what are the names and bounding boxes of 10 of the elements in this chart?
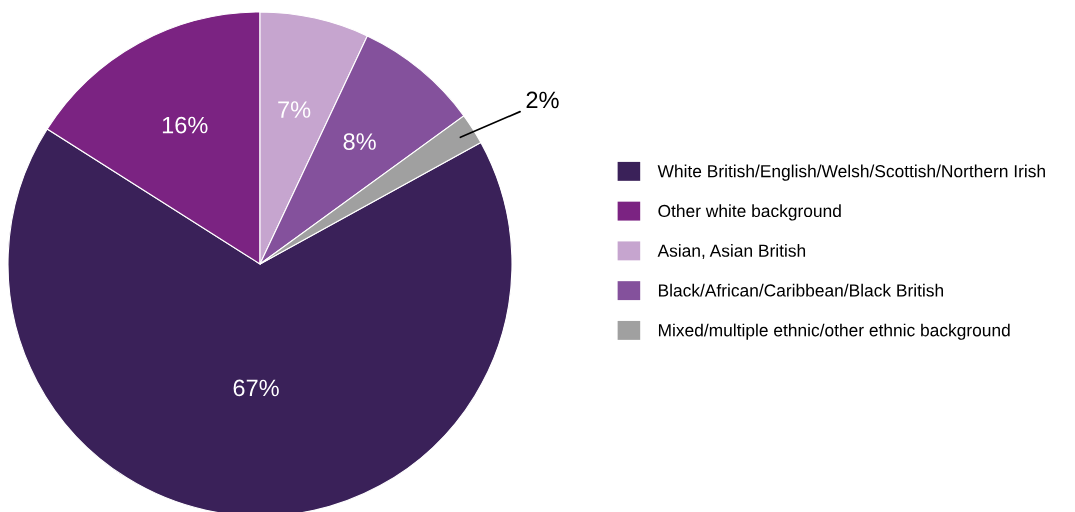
legend-label: Mixed/multiple ethnic/other ethnic background	[658, 323, 1010, 340]
data-label: 7%	[278, 101, 311, 118]
data-label: 67%	[233, 379, 279, 397]
legend-label: White British/English/Welsh/Scottish/Northern Irish	[657, 164, 1045, 181]
legend-label: Asian, Asian British	[657, 244, 806, 259]
data-label: 8%	[343, 133, 376, 150]
legend-label: Black/African/Caribbean/Black British	[658, 283, 944, 297]
legend-label: Other white background	[658, 204, 841, 221]
data-label: 2%	[526, 91, 559, 109]
data-label: 16%	[162, 116, 208, 134]
